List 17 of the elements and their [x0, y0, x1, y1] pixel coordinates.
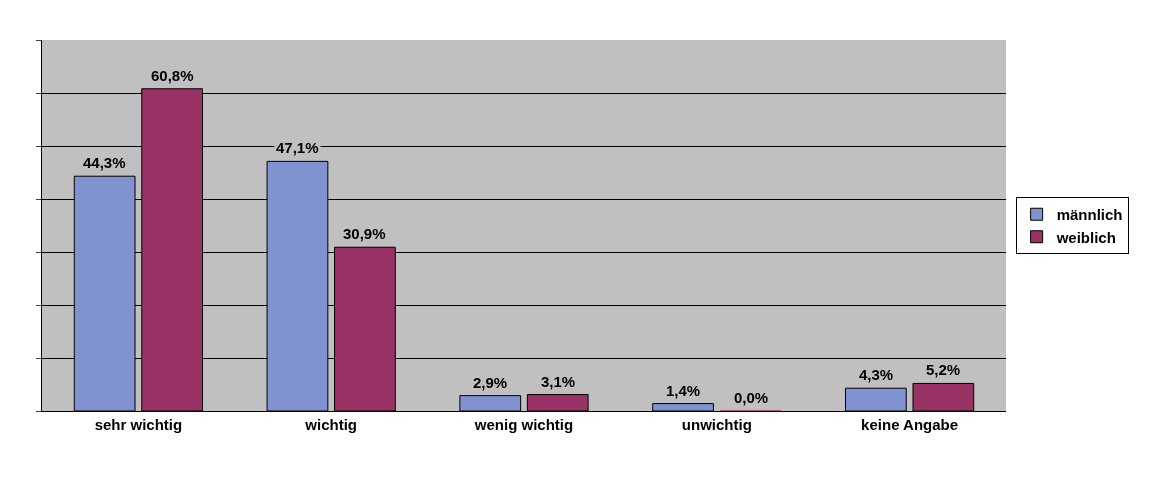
x-tick-label: keine Angabe — [861, 416, 959, 433]
data-label: 2,9% — [473, 374, 508, 391]
data-label: 0,0% — [734, 389, 769, 406]
x-tick-label: unwichtig — [681, 416, 752, 433]
data-label: 30,9% — [343, 225, 386, 242]
data-label: 5,2% — [926, 361, 961, 378]
legend-label: männlich — [1056, 206, 1123, 224]
data-label: 47,1% — [276, 139, 319, 156]
data-label: 44,3% — [83, 154, 126, 171]
x-tick-label: sehr wichtig — [94, 416, 183, 433]
data-label: 1,4% — [666, 382, 701, 399]
x-tick-label: wenig wichtig — [473, 416, 574, 433]
legend-label: weiblich — [1055, 228, 1116, 246]
data-label: 60,8% — [151, 67, 194, 84]
data-label: 3,1% — [541, 373, 576, 390]
x-tick-label: wichtig — [304, 416, 358, 433]
data-label: 4,3% — [859, 366, 894, 383]
